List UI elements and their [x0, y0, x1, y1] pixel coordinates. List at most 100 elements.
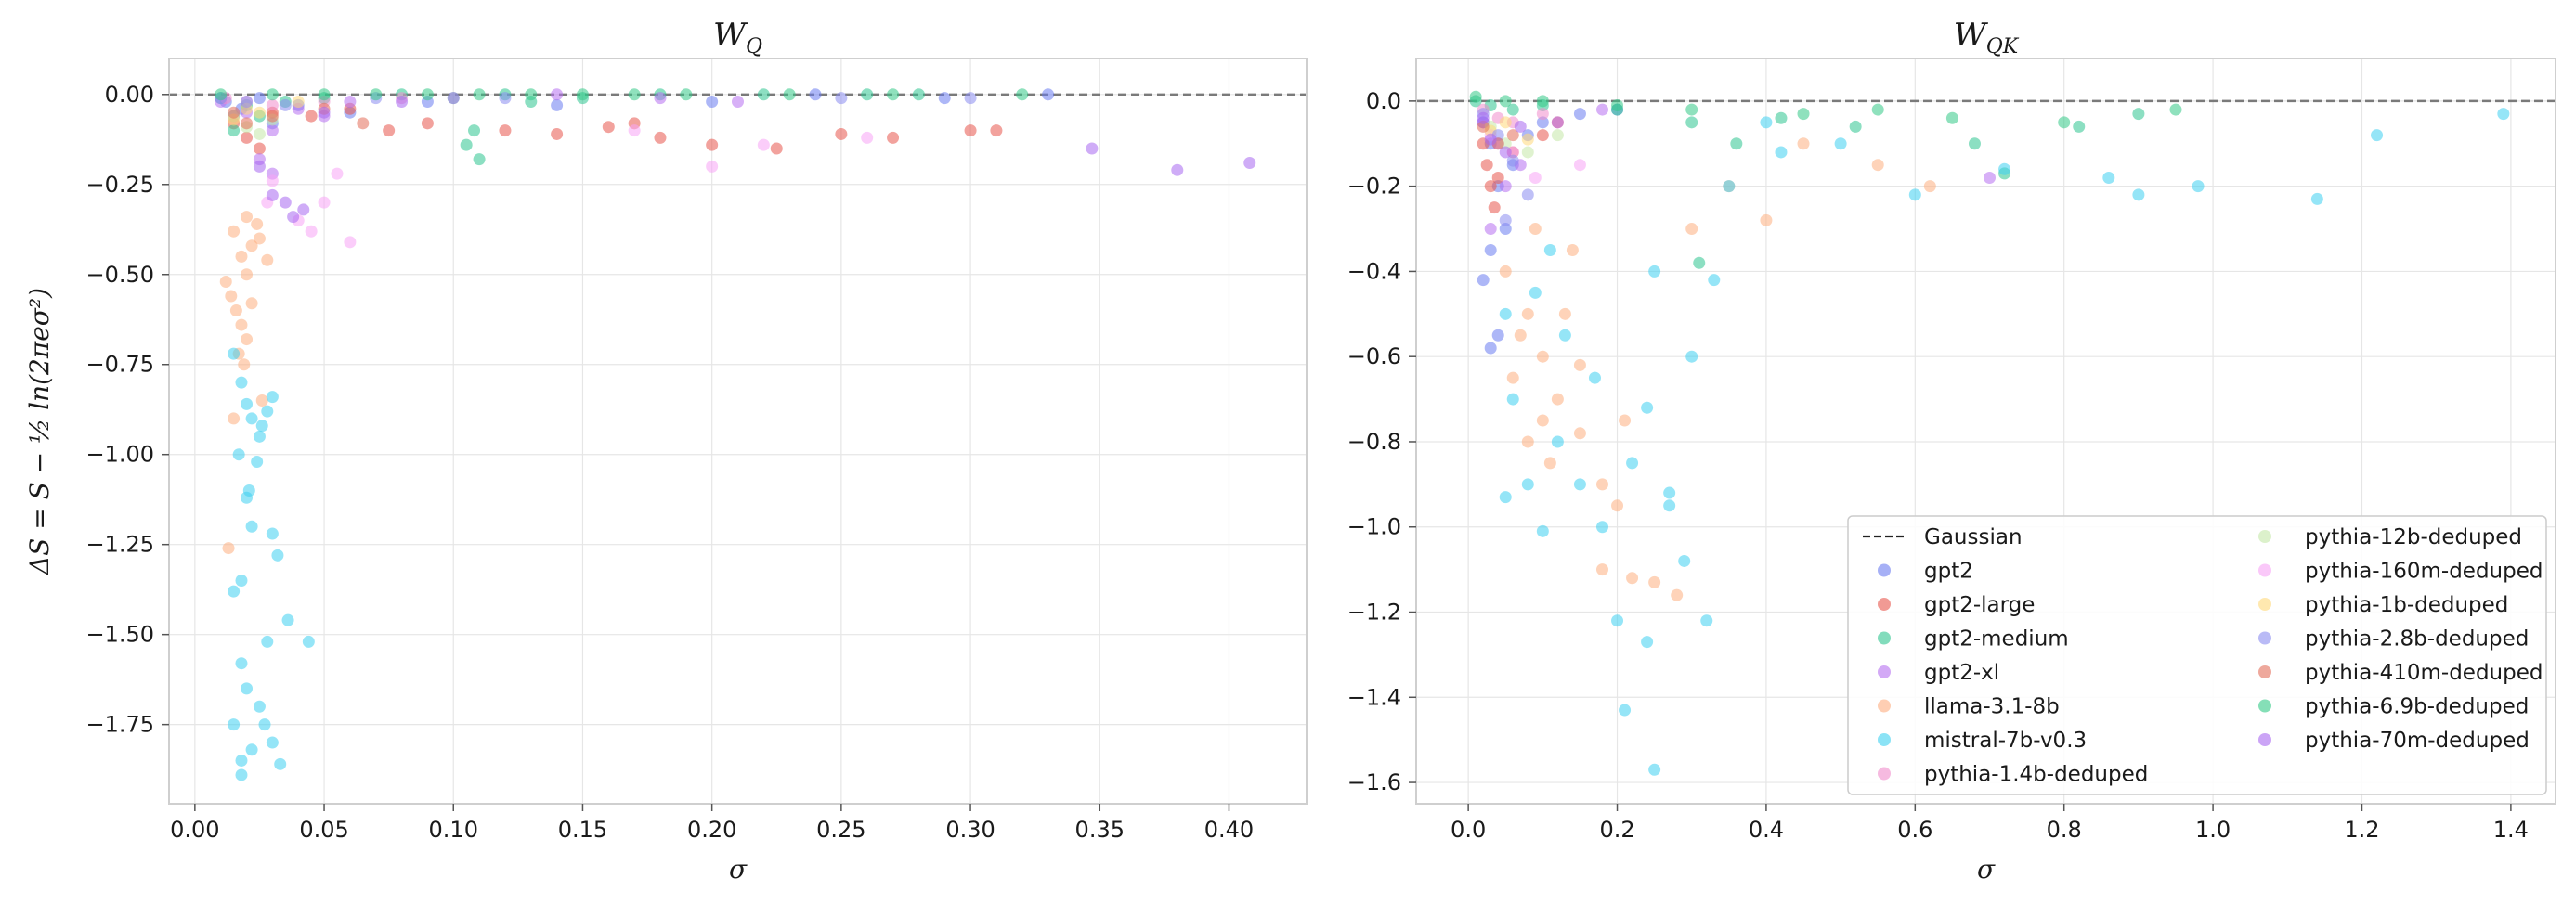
scatter-point — [964, 124, 977, 137]
scatter-point — [1871, 159, 1884, 172]
scatter-point — [1521, 478, 1534, 491]
legend-swatch — [2258, 563, 2271, 577]
scatter-point — [253, 127, 266, 140]
scatter-point — [551, 98, 564, 111]
scatter-point — [241, 397, 254, 410]
scatter-point — [460, 138, 473, 151]
scatter-point — [1611, 499, 1624, 512]
scatter-point — [396, 96, 409, 109]
legend-item: gpt2 — [1878, 560, 1973, 584]
scatter-point — [2058, 116, 2071, 129]
scatter-point — [251, 455, 264, 468]
scatter-point — [241, 211, 254, 224]
scatter-point — [1536, 524, 1549, 537]
scatter-point — [1648, 575, 1661, 588]
scatter-point — [887, 131, 900, 144]
legend-label: pythia-6.9b-deduped — [2305, 695, 2529, 719]
legend-swatch — [2258, 598, 2271, 611]
scatter-point — [1499, 223, 1512, 236]
legend-item: gpt2-medium — [1878, 627, 2069, 652]
scatter-point — [964, 92, 977, 105]
scatter-point — [1626, 572, 1639, 585]
legend-label: gpt2-xl — [1924, 661, 1999, 685]
scatter-point — [245, 520, 258, 533]
scatter-point — [1573, 358, 1586, 371]
scatter-point — [706, 96, 719, 109]
scatter-point — [225, 290, 238, 303]
series-pythia-160m-deduped — [261, 124, 874, 249]
scatter-point — [1797, 108, 1810, 121]
legend-swatch — [2258, 665, 2271, 678]
series-pythia-70m-deduped — [1477, 111, 1527, 159]
legend-swatch — [2258, 733, 2271, 746]
scatter-point — [1945, 111, 1958, 124]
scatter-point — [255, 394, 268, 407]
scatter-point — [912, 88, 925, 101]
scatter-point — [654, 92, 667, 105]
x-tick-label: 0.0 — [1451, 817, 1486, 843]
scatter-point — [228, 106, 241, 119]
legend-item: pythia-1.4b-deduped — [1878, 763, 2148, 787]
scatter-point — [1693, 256, 1706, 269]
y-tick-label: −0.2 — [1347, 174, 1401, 200]
scatter-point — [1678, 554, 1691, 567]
legend-swatch — [1878, 631, 1891, 645]
scatter-point — [241, 333, 254, 346]
scatter-point — [1499, 307, 1512, 320]
scatter-point — [1480, 159, 1493, 172]
scatter-point — [1551, 129, 1564, 142]
scatter-point — [1506, 393, 1519, 406]
legend-label: mistral-7b-v0.3 — [1924, 729, 2087, 753]
panel-title: WQ — [713, 17, 762, 58]
scatter-point — [1573, 478, 1586, 491]
legend-label: pythia-2.8b-deduped — [2305, 627, 2529, 652]
scatter-point — [344, 96, 357, 109]
y-tick-label: −1.75 — [85, 712, 154, 738]
legend-item: pythia-2.8b-deduped — [2258, 627, 2529, 652]
scatter-point — [1775, 111, 1788, 124]
scatter-point — [266, 391, 279, 404]
legend-item: pythia-1b-deduped — [2258, 593, 2508, 617]
legend-label: gpt2-medium — [1924, 627, 2069, 652]
y-tick-label: −0.25 — [85, 172, 154, 198]
scatter-point — [732, 96, 744, 109]
scatter-point — [287, 211, 300, 224]
scatter-point — [253, 160, 266, 173]
legend-label: Gaussian — [1924, 525, 2023, 549]
scatter-point — [318, 106, 331, 119]
legend-item: llama-3.1-8b — [1878, 695, 2060, 719]
scatter-point — [499, 92, 512, 105]
scatter-point — [809, 88, 822, 101]
series-llama-3.1-8b — [1499, 137, 1936, 601]
legend-swatch — [1878, 699, 1891, 713]
scatter-point — [253, 106, 266, 119]
scatter-point — [279, 196, 292, 209]
scatter-point — [274, 757, 287, 770]
scatter-point — [1626, 457, 1639, 470]
scatter-points — [1469, 90, 2510, 776]
scatter-point — [2132, 108, 2145, 121]
scatter-point — [2073, 120, 2086, 133]
scatter-point — [1536, 116, 1549, 129]
scatter-point — [1685, 103, 1698, 116]
y-tick-label: 0.0 — [1366, 88, 1401, 114]
x-tick-label: 0.35 — [1075, 817, 1125, 843]
scatter-point — [253, 142, 266, 155]
scatter-point — [1086, 142, 1099, 155]
scatter-point — [1595, 478, 1608, 491]
scatter-point — [245, 743, 258, 756]
legend-swatch — [2258, 631, 2271, 645]
scatter-point — [1595, 103, 1608, 116]
scatter-point — [1488, 201, 1501, 214]
scatter-point — [219, 276, 232, 289]
scatter-point — [253, 700, 266, 713]
scatter-point — [242, 484, 255, 497]
legend-label: pythia-12b-deduped — [2305, 525, 2522, 549]
legend-label: gpt2-large — [1924, 593, 2035, 617]
series-pythia-6.9b-deduped — [215, 88, 1029, 101]
scatter-point — [318, 88, 331, 101]
y-tick-label: −1.0 — [1347, 514, 1401, 540]
scatter-point — [302, 635, 315, 648]
scatter-point — [235, 768, 248, 781]
scatter-point — [1558, 329, 1571, 342]
